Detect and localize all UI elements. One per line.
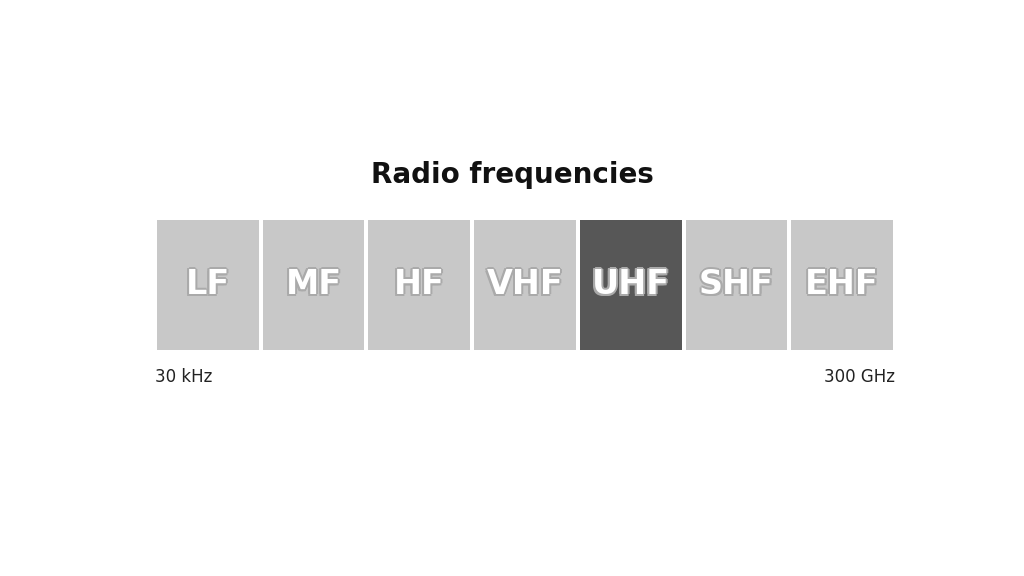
Text: SHF: SHF bbox=[699, 268, 774, 301]
Text: HF: HF bbox=[394, 267, 444, 300]
Text: SHF: SHF bbox=[697, 267, 772, 300]
Bar bbox=[686, 220, 787, 350]
Text: MF: MF bbox=[284, 267, 340, 300]
Text: UHF: UHF bbox=[592, 271, 670, 304]
Text: MF: MF bbox=[286, 267, 342, 300]
Text: EHF: EHF bbox=[807, 268, 881, 301]
Text: UHF: UHF bbox=[590, 267, 669, 300]
Text: EHF: EHF bbox=[805, 271, 879, 304]
Text: SHF: SHF bbox=[699, 271, 774, 304]
Text: HF: HF bbox=[396, 268, 446, 301]
Text: HF: HF bbox=[392, 267, 443, 300]
Text: SHF: SHF bbox=[701, 268, 776, 301]
Text: VHF: VHF bbox=[488, 267, 565, 300]
Text: 300 GHz: 300 GHz bbox=[824, 368, 895, 386]
Text: SHF: SHF bbox=[697, 268, 772, 301]
Text: Radio frequencies: Radio frequencies bbox=[371, 161, 653, 189]
Text: VHF: VHF bbox=[488, 270, 565, 303]
Text: VHF: VHF bbox=[488, 268, 565, 301]
Text: LF: LF bbox=[187, 268, 232, 301]
Text: LF: LF bbox=[185, 267, 230, 300]
Text: HF: HF bbox=[392, 270, 443, 303]
Text: UHF: UHF bbox=[594, 268, 672, 301]
Text: MF: MF bbox=[284, 270, 340, 303]
Text: SHF: SHF bbox=[697, 270, 772, 303]
Text: MF: MF bbox=[287, 270, 343, 303]
Text: VHF: VHF bbox=[485, 267, 562, 300]
Text: UHF: UHF bbox=[592, 267, 670, 300]
Bar bbox=[263, 220, 365, 350]
Text: SHF: SHF bbox=[700, 267, 775, 300]
Bar bbox=[369, 220, 470, 350]
Text: EHF: EHF bbox=[807, 267, 881, 300]
Text: SHF: SHF bbox=[700, 270, 775, 303]
Text: HF: HF bbox=[394, 268, 444, 301]
Text: EHF: EHF bbox=[804, 270, 878, 303]
Text: LF: LF bbox=[185, 271, 230, 304]
Text: VHF: VHF bbox=[485, 270, 562, 303]
Bar bbox=[792, 220, 893, 350]
Text: HF: HF bbox=[394, 271, 444, 304]
Text: LF: LF bbox=[185, 268, 230, 301]
Text: LF: LF bbox=[187, 270, 231, 303]
Text: EHF: EHF bbox=[804, 267, 878, 300]
Text: MF: MF bbox=[286, 271, 342, 304]
Text: UHF: UHF bbox=[593, 270, 672, 303]
Text: HF: HF bbox=[395, 270, 446, 303]
Text: EHF: EHF bbox=[807, 270, 881, 303]
Text: MF: MF bbox=[284, 268, 340, 301]
Text: LF: LF bbox=[184, 270, 228, 303]
Bar bbox=[580, 220, 682, 350]
Text: 30 kHz: 30 kHz bbox=[155, 368, 212, 386]
Text: VHF: VHF bbox=[486, 268, 563, 301]
Text: EHF: EHF bbox=[803, 268, 877, 301]
Text: LF: LF bbox=[183, 268, 228, 301]
Text: LF: LF bbox=[187, 267, 231, 300]
Text: VHF: VHF bbox=[486, 267, 563, 300]
Text: UHF: UHF bbox=[592, 268, 670, 301]
Text: UHF: UHF bbox=[590, 270, 669, 303]
Text: UHF: UHF bbox=[593, 267, 672, 300]
Text: LF: LF bbox=[184, 267, 228, 300]
Text: MF: MF bbox=[287, 267, 343, 300]
Text: SHF: SHF bbox=[699, 267, 774, 300]
Text: VHF: VHF bbox=[484, 268, 561, 301]
Bar bbox=[157, 220, 259, 350]
Text: EHF: EHF bbox=[805, 268, 879, 301]
Text: MF: MF bbox=[286, 268, 342, 301]
Text: EHF: EHF bbox=[805, 267, 879, 300]
Bar bbox=[474, 220, 575, 350]
Text: HF: HF bbox=[395, 267, 446, 300]
Text: UHF: UHF bbox=[590, 268, 668, 301]
Text: HF: HF bbox=[392, 268, 442, 301]
Text: VHF: VHF bbox=[486, 271, 563, 304]
Text: MF: MF bbox=[288, 268, 344, 301]
